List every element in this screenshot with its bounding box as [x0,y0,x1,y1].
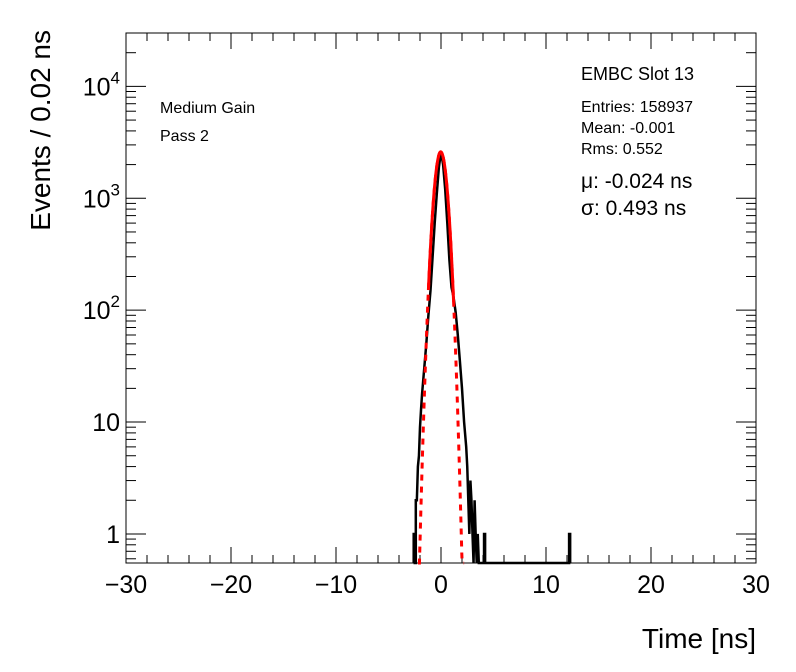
y-tick-label: 1 [106,521,120,549]
x-tick-label: −20 [210,571,252,599]
y-tick-label: 103 [83,180,120,213]
gain-label: Medium Gain [160,100,255,117]
y-tick-label: 10 [92,409,120,437]
tick-labels: −30 −20 −10 0 10 20 30 1 10 102 103 104 [83,68,770,599]
x-axis-label: Time [ns] [642,623,756,654]
axis-ticks [125,32,757,563]
x-tick-label: 30 [742,571,770,599]
y-axis-label: Events / 0.02 ns [25,30,56,231]
fit-sigma: σ: 0.493 ns [581,197,686,220]
fit-curve [426,150,456,302]
data-series [412,150,572,565]
y-tick-label: 104 [83,68,120,101]
x-tick-label: −30 [105,571,147,599]
fit-mu: μ: -0.024 ns [581,170,692,193]
stats-mean: Mean: -0.001 [581,120,675,137]
slot-title: EMBC Slot 13 [581,64,694,84]
stats-entries: Entries: 158937 [581,99,693,116]
fit-curve-dashed [417,150,465,565]
x-tick-label: −10 [315,571,357,599]
x-tick-label: 10 [532,571,560,599]
x-tick-label: 20 [637,571,665,599]
x-tick-label: 0 [434,571,448,599]
stats-rms: Rms: 0.552 [581,141,663,158]
y-tick-label: 102 [83,292,120,325]
pass-label: Pass 2 [160,128,209,145]
